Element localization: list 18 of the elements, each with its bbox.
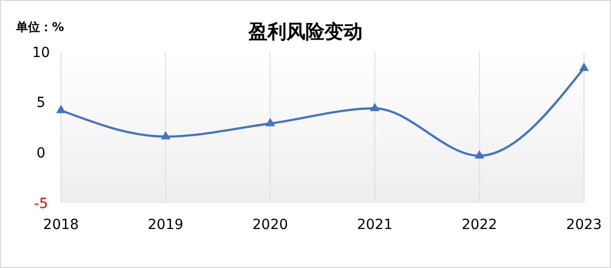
x-tick-label: 2019 xyxy=(148,217,184,233)
x-tick-label: 2021 xyxy=(356,217,393,233)
point xyxy=(579,62,589,71)
y-tick-label: 5 xyxy=(36,95,46,112)
x-tick-label: 2018 xyxy=(43,217,79,233)
point xyxy=(56,104,66,114)
point xyxy=(160,131,170,140)
y-tick-label: -5 xyxy=(34,196,48,212)
chart-title: 盈利风险变动 xyxy=(248,21,362,43)
y-tick-label: 0 xyxy=(36,146,46,162)
y-tick-label: 10 xyxy=(32,44,50,61)
x-tick-label: 2022 xyxy=(462,217,498,233)
point xyxy=(474,150,484,158)
point xyxy=(370,102,380,112)
point xyxy=(265,118,276,126)
x-tick-label: 2020 xyxy=(252,217,288,233)
y-axis-title: 单位：% xyxy=(15,20,64,34)
x-tick-label: 2023 xyxy=(566,217,602,233)
